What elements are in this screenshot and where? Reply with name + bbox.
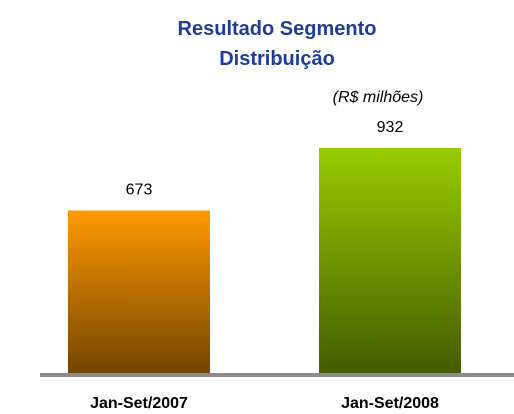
subtitle: (R$ milhões) — [333, 89, 424, 106]
value-label: 673 — [126, 182, 153, 199]
x-tick-label: Jan-Set/2008 — [341, 395, 439, 412]
chart-title: Resultado Segmento Distribuição — [177, 18, 377, 70]
value-label: 932 — [377, 119, 404, 136]
x-tick-label: Jan-Set/2007 — [90, 395, 188, 412]
bar — [319, 148, 461, 373]
bar — [68, 210, 210, 373]
